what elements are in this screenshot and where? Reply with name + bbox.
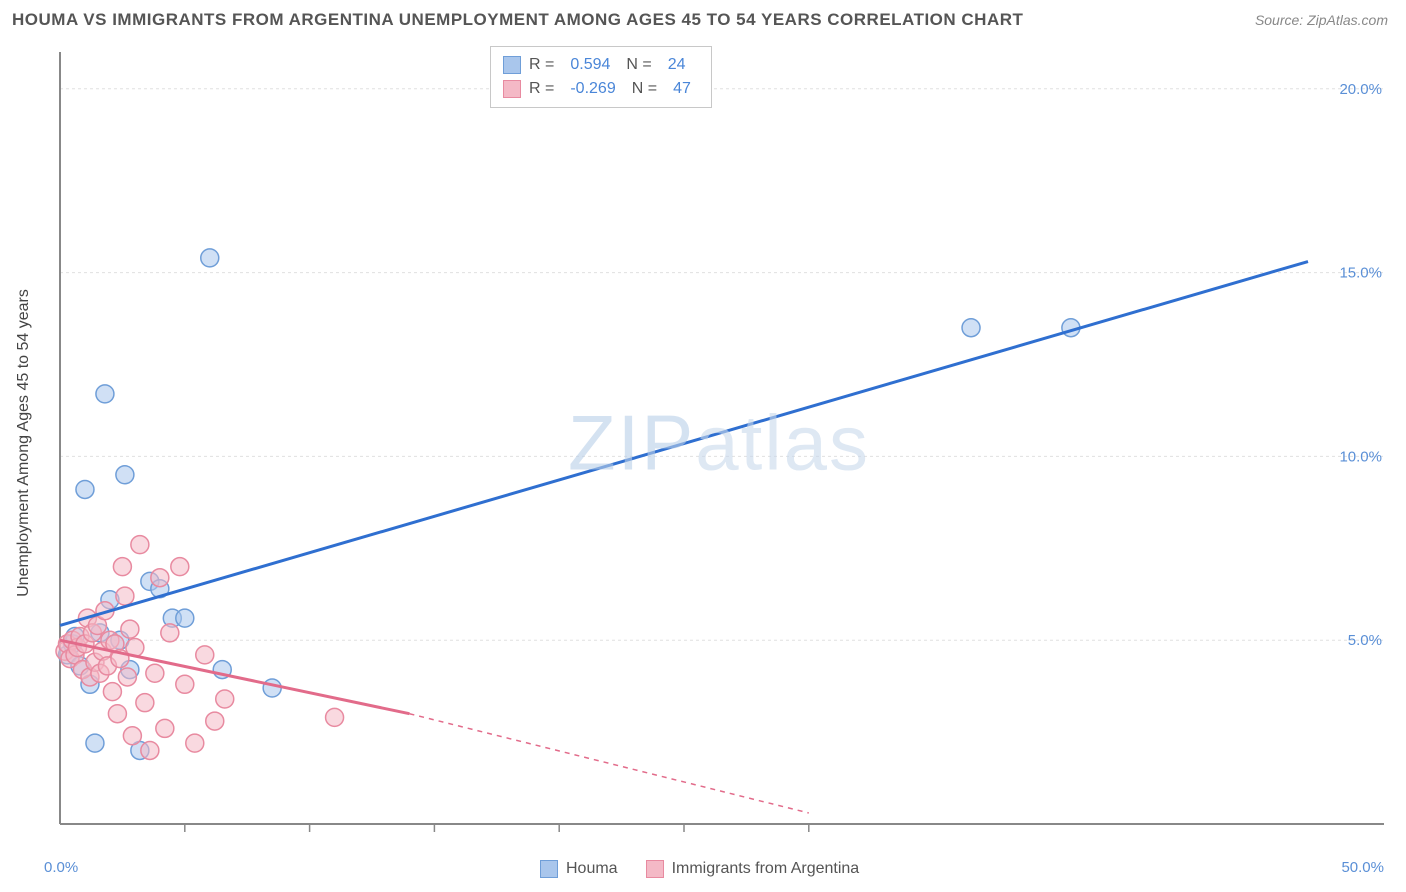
stat-n-label: N = — [632, 77, 657, 101]
chart-header: HOUMA VS IMMIGRANTS FROM ARGENTINA UNEMP… — [0, 0, 1406, 36]
svg-text:10.0%: 10.0% — [1339, 448, 1382, 465]
plot-area: Unemployment Among Ages 45 to 54 years 5… — [50, 42, 1388, 844]
stats-legend: R = 0.594 N = 24 R = -0.269 N = 47 — [490, 46, 712, 108]
series-legend: Houma Immigrants from Argentina — [540, 860, 859, 878]
stats-row: R = 0.594 N = 24 — [503, 53, 699, 77]
swatch-icon — [646, 860, 664, 878]
svg-text:5.0%: 5.0% — [1348, 632, 1382, 649]
stat-n-value: 47 — [673, 77, 691, 101]
legend-item: Houma — [540, 860, 618, 878]
swatch-icon — [503, 80, 521, 98]
legend-label: Immigrants from Argentina — [672, 860, 860, 878]
swatch-icon — [503, 56, 521, 74]
stat-r-value: 0.594 — [570, 53, 610, 77]
x-axis-max-label: 50.0% — [1341, 859, 1384, 876]
stat-n-label: N = — [626, 53, 651, 77]
legend-label: Houma — [566, 860, 618, 878]
legend-item: Immigrants from Argentina — [646, 860, 860, 878]
x-axis-min-label: 0.0% — [44, 859, 78, 876]
stat-n-value: 24 — [668, 53, 686, 77]
y-axis-label: Unemployment Among Ages 45 to 54 years — [15, 289, 33, 597]
stats-row: R = -0.269 N = 47 — [503, 77, 699, 101]
scatter-plot: 5.0% 10.0% 15.0% 20.0% — [50, 42, 1388, 844]
stat-r-value: -0.269 — [570, 77, 615, 101]
chart-source: Source: ZipAtlas.com — [1255, 12, 1388, 28]
stat-r-label: R = — [529, 77, 554, 101]
stat-r-label: R = — [529, 53, 554, 77]
chart-title: HOUMA VS IMMIGRANTS FROM ARGENTINA UNEMP… — [12, 10, 1023, 30]
swatch-icon — [540, 860, 558, 878]
svg-text:20.0%: 20.0% — [1339, 81, 1382, 98]
svg-text:15.0%: 15.0% — [1339, 265, 1382, 282]
